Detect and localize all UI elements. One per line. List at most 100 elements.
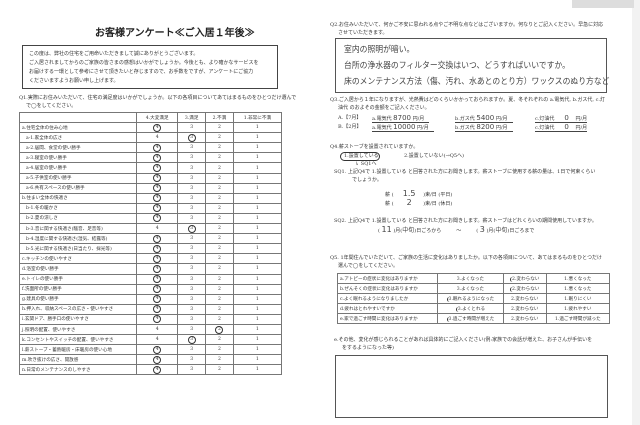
q1-choice-3[interactable]: 3: [177, 172, 207, 184]
q1-choice-2[interactable]: 2: [205, 182, 234, 194]
q1-choice-1[interactable]: 1: [232, 223, 283, 235]
q1-choice-3[interactable]: 3: [177, 293, 207, 305]
q5-other-box[interactable]: [335, 355, 608, 418]
q1-choice-3[interactable]: 3: [177, 364, 207, 376]
q1-choice-1[interactable]: 1: [232, 182, 283, 194]
q5-choice-1[interactable]: 1.悪くなった: [545, 272, 611, 285]
q1-choice-4[interactable]: 4: [135, 152, 179, 164]
q1-choice-2[interactable]: 2: [205, 293, 234, 305]
q1-choice-1[interactable]: 1: [232, 233, 283, 245]
q1-choice-3[interactable]: 3: [177, 122, 207, 134]
q1-choice-3[interactable]: 3: [177, 263, 207, 275]
q1-choice-4[interactable]: 4: [135, 313, 179, 325]
q1-choice-3[interactable]: 3: [177, 233, 207, 245]
q1-choice-1[interactable]: 1: [232, 122, 283, 134]
q1-choice-3[interactable]: 3: [177, 334, 207, 346]
q1-choice-3[interactable]: 3: [177, 303, 207, 315]
q1-choice-3[interactable]: 3: [177, 152, 207, 164]
q1-choice-1[interactable]: 1: [232, 152, 283, 164]
q1-choice-4[interactable]: 4: [135, 334, 179, 346]
q5-choice-1[interactable]: 1.悪くなった: [545, 283, 611, 295]
q5-choice-2[interactable]: 2.変わらない: [502, 313, 547, 325]
q1-choice-3[interactable]: 3: [177, 142, 207, 154]
q4-option-1[interactable]: 1.設置している: [340, 152, 380, 161]
q5-choice-3[interactable]: 3.よくなった: [437, 283, 504, 295]
q1-choice-2[interactable]: 2: [205, 223, 234, 235]
q5-choice-2[interactable]: 2.変わらない: [502, 303, 547, 315]
q3-gas[interactable]: b.ガス代 8200 円/月: [455, 124, 513, 132]
q1-choice-1[interactable]: 1: [232, 323, 283, 336]
q1-choice-1[interactable]: 1: [232, 263, 283, 275]
q1-choice-1[interactable]: 1: [232, 303, 283, 315]
q1-choice-1[interactable]: 1: [232, 364, 283, 376]
q1-choice-3[interactable]: 3: [177, 132, 207, 144]
q2-answer-box[interactable]: 室内の照明が暗い。 台所の浄水器のフィルター交換はいつ、どうすればいいですか。 …: [335, 38, 610, 93]
q1-choice-4[interactable]: 4: [135, 233, 179, 245]
q1-choice-2[interactable]: 2: [205, 313, 234, 325]
q5-choice-1[interactable]: 1.眠りにくい: [545, 293, 611, 305]
q1-choice-3[interactable]: 3: [177, 212, 207, 225]
q1-choice-1[interactable]: 1: [232, 283, 283, 295]
q3-kerosene[interactable]: c.灯油代 0 円/月: [535, 124, 588, 132]
q1-choice-2[interactable]: 2: [205, 192, 234, 204]
to-month[interactable]: 3: [479, 225, 485, 234]
wood-holiday-value[interactable]: 2: [406, 198, 412, 207]
q5-choice-2[interactable]: 2.変わらない: [502, 293, 547, 305]
q4-option-2[interactable]: 2.設置していない(→Q5へ): [404, 153, 464, 159]
q1-choice-3[interactable]: 3: [177, 223, 207, 235]
q1-choice-1[interactable]: 1: [232, 142, 283, 154]
q5-choice-3[interactable]: 3.過ごす時間が増えた: [437, 313, 504, 325]
q1-choice-4[interactable]: 4: [135, 182, 179, 194]
q1-choice-1[interactable]: 1: [232, 162, 283, 174]
q1-choice-2[interactable]: 2: [205, 364, 234, 376]
q5-choice-1[interactable]: 1.疲れやすい: [545, 303, 611, 315]
q1-choice-4[interactable]: 4: [135, 132, 179, 144]
q5-choice-2[interactable]: 2.変わらない: [502, 272, 547, 285]
wood-weekday-value[interactable]: 1.5: [402, 189, 416, 198]
q1-choice-3[interactable]: 3: [177, 182, 207, 194]
q1-choice-2[interactable]: 2: [205, 354, 234, 366]
q3-electric[interactable]: a.電気代 10000 円/月: [372, 124, 434, 132]
q1-choice-4[interactable]: 4: [135, 212, 179, 225]
q1-choice-1[interactable]: 1: [232, 202, 283, 214]
q1-choice-1[interactable]: 1: [232, 273, 283, 285]
q1-choice-3[interactable]: 3: [177, 313, 207, 325]
q1-choice-4[interactable]: 4: [135, 364, 179, 376]
q1-choice-2[interactable]: 2: [205, 152, 234, 164]
from-part[interactable]: 中旬: [402, 227, 415, 234]
q1-choice-2[interactable]: 2: [205, 273, 234, 285]
q1-choice-3[interactable]: 3: [177, 243, 207, 255]
q1-choice-4[interactable]: 4: [135, 162, 179, 174]
q1-choice-4[interactable]: 4: [135, 142, 179, 154]
q1-choice-4[interactable]: 4: [135, 263, 179, 275]
q1-choice-3[interactable]: 3: [177, 253, 207, 265]
to-part[interactable]: 中旬: [495, 227, 508, 234]
q1-choice-4[interactable]: 4: [135, 223, 179, 235]
q1-choice-1[interactable]: 1: [232, 354, 283, 366]
q5-choice-3[interactable]: 3.眠れるようになった: [437, 293, 504, 305]
q1-choice-2[interactable]: 2: [205, 263, 234, 275]
q1-choice-2[interactable]: 2: [205, 202, 234, 214]
q1-choice-3[interactable]: 3: [177, 202, 207, 214]
q1-choice-2[interactable]: 2: [205, 303, 234, 315]
q1-choice-4[interactable]: 4: [135, 344, 179, 356]
q1-choice-4[interactable]: 4: [135, 172, 179, 184]
q1-choice-2[interactable]: 2: [205, 142, 234, 154]
q1-choice-4[interactable]: 4: [135, 323, 179, 336]
q1-choice-3[interactable]: 3: [177, 273, 207, 285]
q1-choice-1[interactable]: 1: [232, 243, 283, 255]
q3-kerosene[interactable]: c.灯油代 0 円/月: [535, 115, 588, 123]
q1-choice-1[interactable]: 1: [232, 344, 283, 356]
q1-choice-1[interactable]: 1: [232, 132, 283, 144]
q1-choice-2[interactable]: 2: [205, 243, 234, 255]
q1-choice-1[interactable]: 1: [232, 212, 283, 225]
q1-choice-3[interactable]: 3: [177, 354, 207, 366]
q1-choice-1[interactable]: 1: [232, 172, 283, 184]
q1-choice-4[interactable]: 4: [135, 293, 179, 305]
q1-choice-2[interactable]: 2: [205, 283, 234, 295]
q1-choice-1[interactable]: 1: [232, 334, 283, 346]
q1-choice-4[interactable]: 4: [135, 303, 179, 315]
q1-choice-2[interactable]: 2: [205, 172, 234, 184]
q1-choice-2[interactable]: 2: [205, 233, 234, 245]
q1-choice-2[interactable]: 2: [205, 212, 234, 225]
